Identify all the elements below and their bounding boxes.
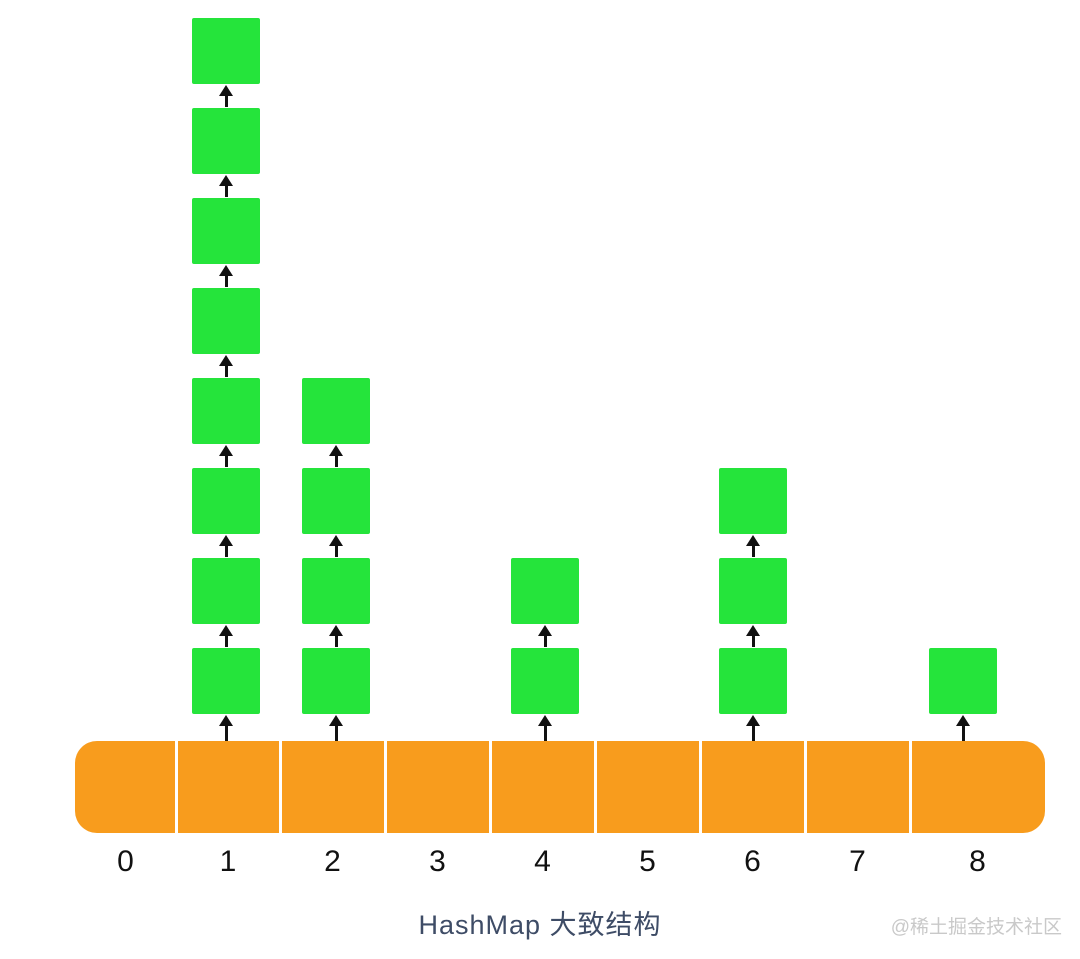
arrow-stem xyxy=(334,456,338,467)
arrow-up-icon xyxy=(219,715,233,747)
arrow-up-icon xyxy=(329,445,343,467)
hash-node xyxy=(302,558,370,624)
arrow-head xyxy=(219,625,233,636)
arrow-head xyxy=(219,85,233,96)
bucket-cell-divider xyxy=(803,741,807,833)
arrow-up-icon xyxy=(219,535,233,557)
hash-node xyxy=(192,108,260,174)
diagram-caption: HashMap 大致结构 xyxy=(418,910,662,940)
arrow-head xyxy=(329,625,343,636)
arrow-head xyxy=(746,715,760,726)
arrow-stem xyxy=(224,726,228,747)
arrow-stem xyxy=(751,546,755,557)
arrow-stem xyxy=(224,276,228,287)
bucket-index-label: 0 xyxy=(117,845,134,878)
arrow-stem xyxy=(224,636,228,647)
arrow-up-icon xyxy=(746,625,760,647)
arrow-up-icon xyxy=(538,715,552,747)
bucket-index-label: 5 xyxy=(639,845,656,878)
hash-node xyxy=(719,558,787,624)
hash-node xyxy=(192,468,260,534)
arrow-head xyxy=(956,715,970,726)
arrow-head xyxy=(219,265,233,276)
hash-node xyxy=(511,648,579,714)
arrow-up-icon xyxy=(219,85,233,107)
hash-node xyxy=(192,288,260,354)
hash-node xyxy=(302,468,370,534)
arrow-up-icon xyxy=(746,715,760,747)
arrow-stem xyxy=(224,96,228,107)
hash-node xyxy=(719,468,787,534)
bucket-index-label: 2 xyxy=(324,845,341,878)
watermark: @稀土掘金技术社区 xyxy=(890,917,1062,938)
hash-node xyxy=(302,648,370,714)
arrow-up-icon xyxy=(746,535,760,557)
bucket-cell-divider xyxy=(488,741,492,833)
bucket-cell-divider xyxy=(174,741,178,833)
arrow-head xyxy=(219,355,233,366)
arrow-stem xyxy=(334,636,338,647)
arrow-up-icon xyxy=(956,715,970,747)
arrow-stem xyxy=(334,546,338,557)
arrow-head xyxy=(329,445,343,456)
arrow-stem xyxy=(961,726,965,747)
bucket-index-label: 1 xyxy=(219,845,237,878)
arrow-stem xyxy=(543,636,547,647)
arrow-stem xyxy=(224,546,228,557)
arrow-head xyxy=(219,445,233,456)
arrow-head xyxy=(329,715,343,726)
arrow-up-icon xyxy=(329,535,343,557)
bucket-index-label: 3 xyxy=(429,845,446,878)
arrow-up-icon xyxy=(329,625,343,647)
arrow-stem xyxy=(751,726,755,747)
bucket-index-label: 6 xyxy=(744,845,761,878)
bucket-index-label: 8 xyxy=(969,845,986,878)
arrow-stem xyxy=(334,726,338,747)
bucket-cell-divider xyxy=(278,741,282,833)
hash-node xyxy=(929,648,997,714)
bucket-cell-divider xyxy=(383,741,387,833)
arrow-head xyxy=(329,535,343,546)
bucket-index-label: 7 xyxy=(849,845,866,878)
arrow-stem xyxy=(224,456,228,467)
arrow-up-icon xyxy=(219,625,233,647)
hash-node xyxy=(192,558,260,624)
bucket-cell-divider xyxy=(698,741,702,833)
arrow-up-icon xyxy=(219,175,233,197)
hash-node xyxy=(192,648,260,714)
hash-node xyxy=(192,378,260,444)
arrow-stem xyxy=(224,186,228,197)
bucket-cell-divider xyxy=(593,741,597,833)
hash-node xyxy=(719,648,787,714)
bucket-array-bar xyxy=(75,741,1045,833)
arrow-head xyxy=(746,625,760,636)
hash-node xyxy=(511,558,579,624)
arrow-stem xyxy=(751,636,755,647)
arrow-head xyxy=(219,175,233,186)
arrow-up-icon xyxy=(329,715,343,747)
hash-node xyxy=(192,18,260,84)
arrow-stem xyxy=(543,726,547,747)
arrow-head xyxy=(746,535,760,546)
arrow-up-icon xyxy=(538,625,552,647)
bucket-cell-divider xyxy=(908,741,912,833)
arrow-up-icon xyxy=(219,265,233,287)
arrow-up-icon xyxy=(219,355,233,377)
arrow-head xyxy=(219,535,233,546)
arrow-head xyxy=(538,625,552,636)
hash-node xyxy=(302,378,370,444)
hash-node xyxy=(192,198,260,264)
bucket-index-label: 4 xyxy=(534,845,551,878)
arrow-up-icon xyxy=(219,445,233,467)
arrow-stem xyxy=(224,366,228,377)
arrow-head xyxy=(219,715,233,726)
arrow-head xyxy=(538,715,552,726)
